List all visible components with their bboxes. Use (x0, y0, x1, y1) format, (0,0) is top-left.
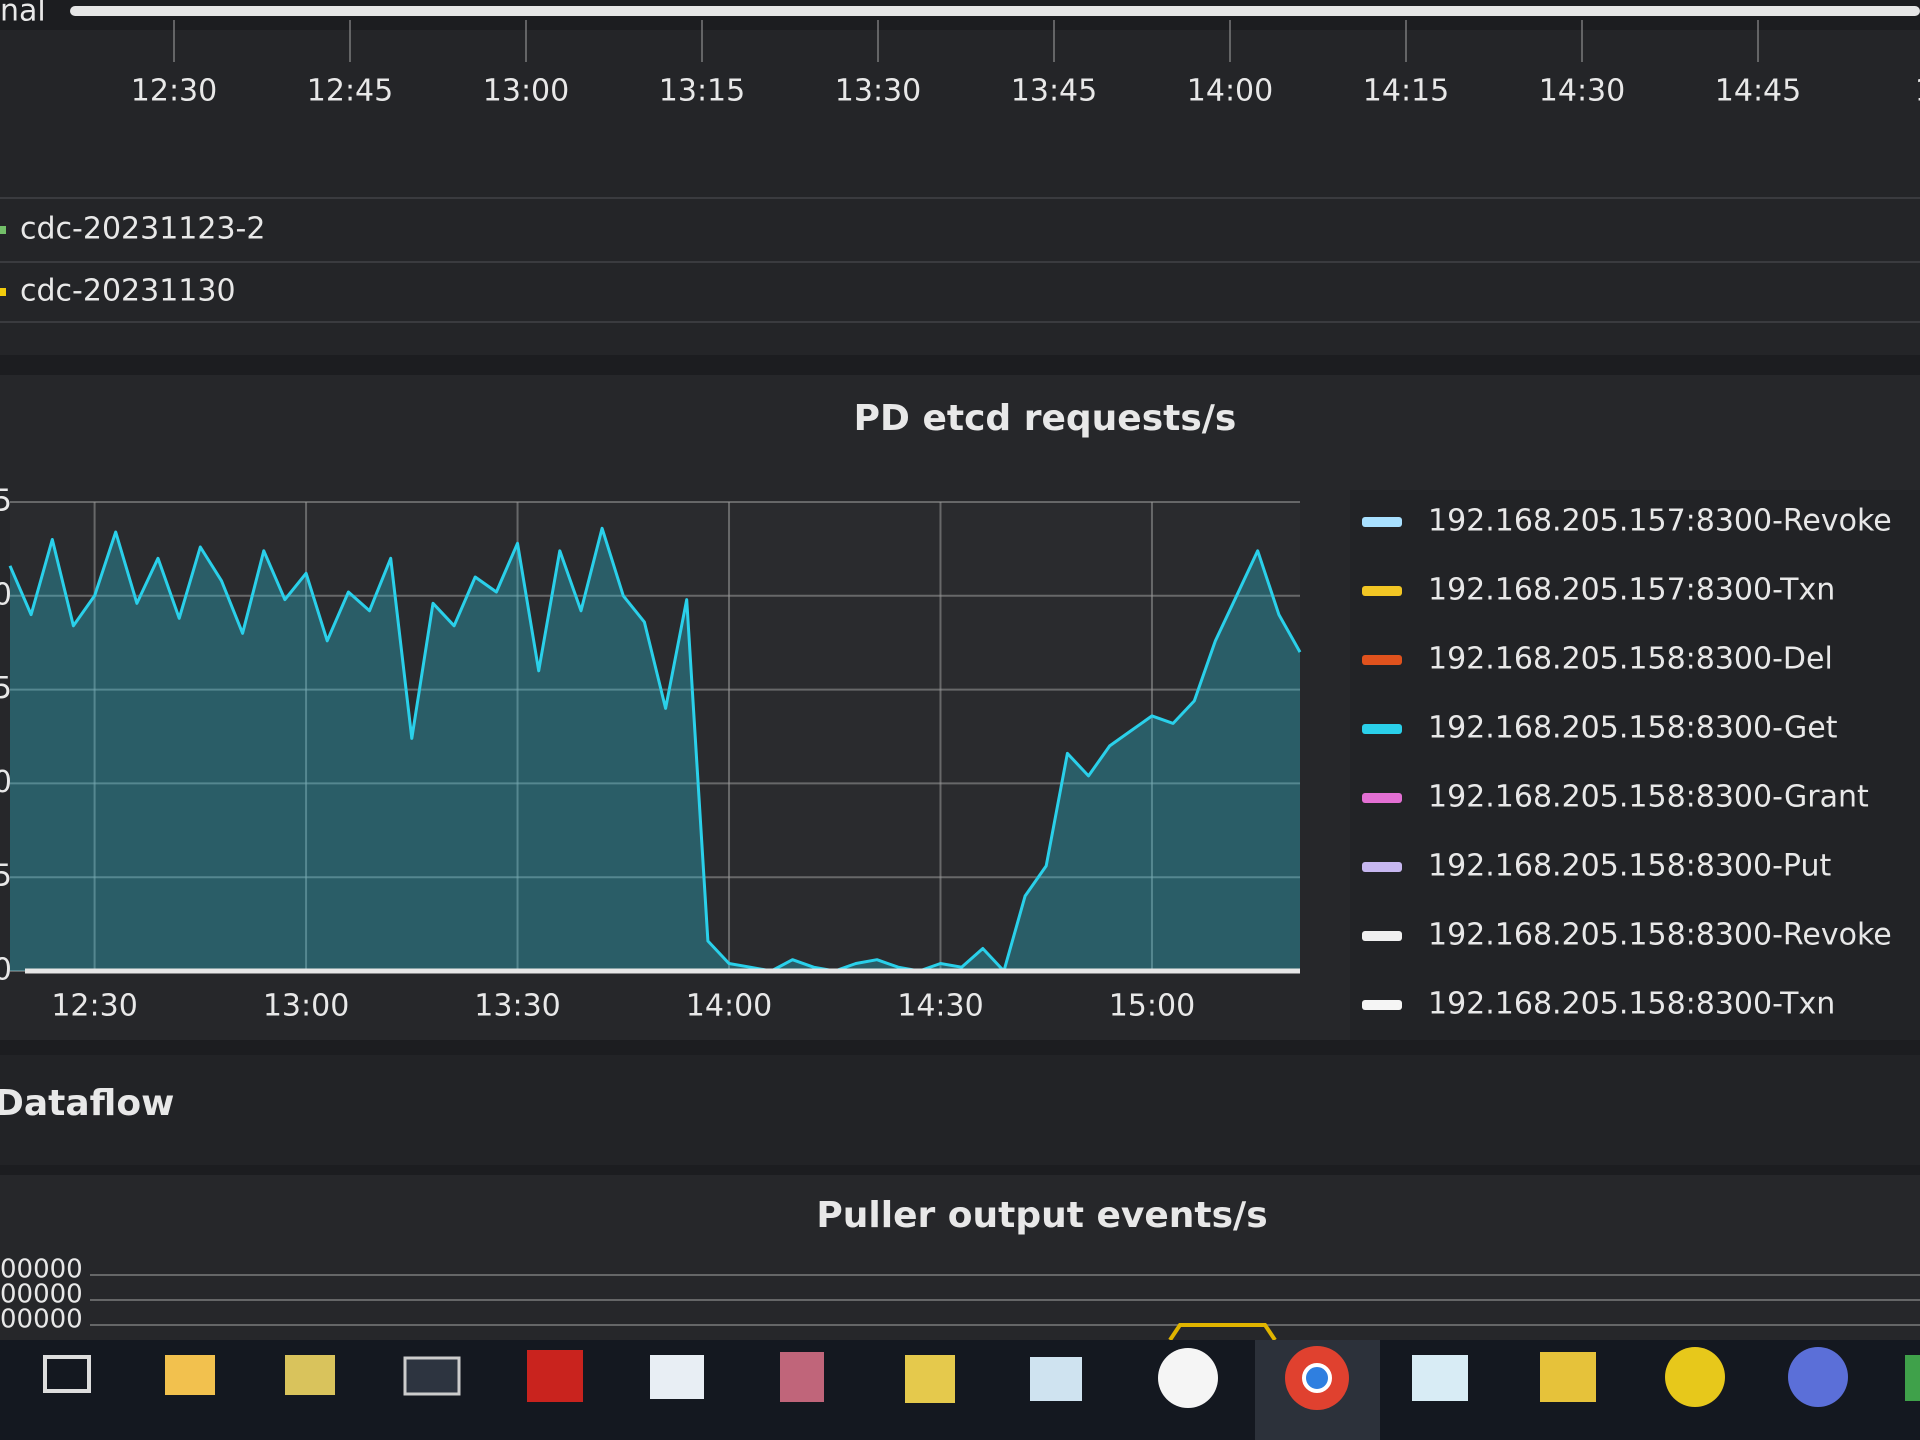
app-icon[interactable] (1788, 1347, 1848, 1407)
legend-swatch (1362, 931, 1402, 941)
x-tick-label: 14:30 (897, 989, 983, 1024)
legend: 192.168.205.157:8300-Revoke 192.168.205.1… (1350, 490, 1920, 1040)
clock-icon[interactable] (1158, 1348, 1218, 1408)
app-icon[interactable] (650, 1355, 704, 1399)
legend-swatch (1362, 724, 1402, 734)
legend-swatch (1362, 1000, 1402, 1010)
legend-background (1350, 490, 1920, 1040)
top-legend: cdc-20231123-2 cdc-20231130 (0, 212, 265, 309)
top-tick-label: 13:00 (483, 74, 569, 109)
puller-line (1168, 1323, 1277, 1342)
top-tick-label: 14:15 (1363, 74, 1449, 109)
legend-label: 192.168.205.158:8300-Grant (1428, 780, 1869, 815)
y-tick-label: 00000 (0, 1255, 83, 1285)
legend-label: 192.168.205.158:8300-Get (1428, 711, 1838, 746)
app-icon[interactable] (1905, 1355, 1920, 1401)
x-tick-label: 13:00 (263, 989, 349, 1024)
legend-swatch (1362, 862, 1402, 872)
legend-swatch (1362, 586, 1402, 596)
top-axis: 12:30 12:45 13:00 13:15 13:30 13:45 14:00 14:15… (131, 20, 1920, 109)
plot-area (10, 502, 1300, 971)
section-title: Dataflow (0, 1083, 174, 1124)
top-tick-label: 14:45 (1715, 74, 1801, 109)
chart-title: PD etcd requests/s (854, 398, 1237, 439)
legend-swatch (1362, 655, 1402, 665)
app-icon[interactable] (285, 1355, 335, 1395)
filezilla-icon[interactable] (527, 1350, 583, 1402)
y-tick-label: 50 (0, 765, 12, 800)
y-tick-label: 75 (0, 671, 12, 706)
y-tick-label: 25 (0, 859, 12, 894)
y-tick-label: 125 (0, 484, 12, 519)
legend-label: 192.168.205.157:8300-Txn (1428, 573, 1835, 608)
x-tick-label: 15:00 (1109, 989, 1195, 1024)
legend-swatch (1362, 793, 1402, 803)
top-panel (0, 30, 1920, 355)
legend-swatch (0, 288, 6, 296)
x-tick-label: 12:30 (51, 989, 137, 1024)
x-tick-label: 14:00 (686, 989, 772, 1024)
plot: 0 25 50 75 100 125 12:30 13:00 13:30 14:00 14:30 15… (0, 484, 1302, 1024)
database-icon[interactable] (780, 1352, 824, 1402)
chrome-icon-center (1302, 1363, 1332, 1393)
top-tick-label: 13:15 (659, 74, 745, 109)
legend-label: 192.168.205.158:8300-Txn (1428, 987, 1835, 1022)
header-title: nal (0, 0, 46, 29)
top-tick-label: 12:45 (307, 74, 393, 109)
legend-label: cdc-20231130 (20, 274, 236, 309)
time-slider[interactable] (70, 6, 1920, 16)
terminal-icon[interactable] (403, 1356, 461, 1396)
puller-panel (0, 1175, 1920, 1340)
legend-swatch (0, 226, 6, 234)
y-tick-label: 00000 (0, 1305, 83, 1335)
legend-label: cdc-20231123-2 (20, 212, 265, 247)
app-icon[interactable] (1030, 1357, 1082, 1401)
app-icon[interactable] (1540, 1352, 1596, 1402)
legend-label: 192.168.205.158:8300-Put (1428, 849, 1832, 884)
top-tick-label: 14:00 (1187, 74, 1273, 109)
y-tick-label: 00000 (0, 1280, 83, 1310)
puller-title: Puller output events/s (816, 1195, 1267, 1236)
top-tick-label: 14:30 (1539, 74, 1625, 109)
task-view-icon[interactable] (43, 1355, 91, 1393)
legend-label: 192.168.205.157:8300-Revoke (1428, 504, 1892, 539)
tools-icon[interactable] (905, 1355, 955, 1403)
ue-icon[interactable] (1665, 1347, 1725, 1407)
y-tick-label: 100 (0, 577, 12, 612)
top-tick-label: 15 (1915, 74, 1920, 109)
app-icon[interactable] (1412, 1355, 1468, 1401)
top-tick-label: 13:30 (835, 74, 921, 109)
x-tick-label: 13:30 (474, 989, 560, 1024)
section-row[interactable] (0, 1055, 1920, 1165)
y-tick-label: 0 (0, 953, 12, 988)
top-tick-label: 12:30 (131, 74, 217, 109)
legend-label: 192.168.205.158:8300-Revoke (1428, 918, 1892, 953)
legend-swatch (1362, 517, 1402, 527)
legend-label: 192.168.205.158:8300-Del (1428, 642, 1833, 677)
series-line (8, 526, 1302, 973)
series-area (10, 528, 1300, 971)
explorer-icon[interactable] (165, 1355, 215, 1395)
top-tick-label: 13:45 (1011, 74, 1097, 109)
